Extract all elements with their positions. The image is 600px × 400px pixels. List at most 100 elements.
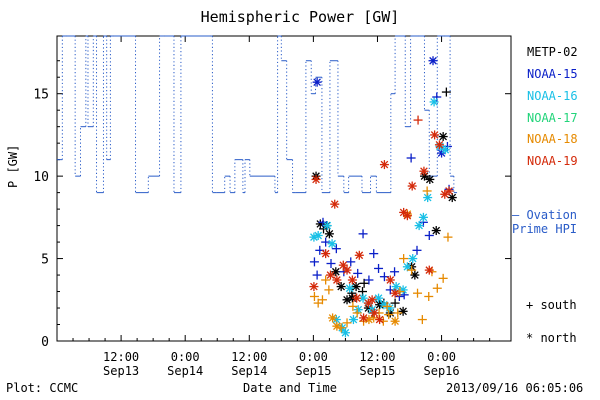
chart-title: Hemispheric Power [GW] xyxy=(200,8,400,26)
x-tick-time-label: 12:00 xyxy=(103,350,139,364)
noaa-15-point xyxy=(312,270,322,280)
x-tick-date-label: Sep15 xyxy=(295,364,331,378)
noaa-15-point xyxy=(374,263,384,273)
noaa-19-point xyxy=(354,250,364,260)
noaa-19-point xyxy=(379,160,389,170)
noaa-19-point xyxy=(407,181,417,191)
noaa-19-point xyxy=(385,275,395,285)
legend-ovation-line1: — Ovation xyxy=(512,208,578,222)
y-tick-label: 0 xyxy=(41,335,49,350)
noaa-16-point xyxy=(408,254,418,264)
y-tick-label: 15 xyxy=(33,88,49,103)
noaa-15-point xyxy=(312,77,322,87)
noaa-18-point xyxy=(328,313,338,323)
noaa-19-point xyxy=(434,140,444,150)
x-tick-time-label: 12:00 xyxy=(231,350,267,364)
noaa-18-point xyxy=(424,291,434,301)
noaa-19-point xyxy=(444,186,454,196)
noaa-18-point xyxy=(342,318,352,328)
noaa-19-point xyxy=(390,288,400,298)
legend-item-noaa-15: NOAA-15 xyxy=(527,67,578,81)
metp-02-point xyxy=(390,298,400,308)
legend-item-metp-02: METP-02 xyxy=(527,45,578,59)
noaa-19-point xyxy=(352,293,362,303)
metp-02-point xyxy=(410,270,420,280)
noaa-18-point xyxy=(393,308,403,318)
noaa-19-point xyxy=(321,249,331,259)
x-tick-date-label: Sep14 xyxy=(231,364,267,378)
noaa-15-point xyxy=(321,237,331,247)
noaa-19-point xyxy=(325,270,335,280)
noaa-15-point xyxy=(364,275,374,285)
noaa-19-point xyxy=(413,115,423,125)
legend-north-marker: * north xyxy=(526,331,577,345)
noaa-18-point xyxy=(432,283,442,293)
legend-item-noaa-18: NOAA-18 xyxy=(527,132,578,146)
noaa-16-point xyxy=(340,328,350,338)
noaa-16-point xyxy=(418,212,428,222)
noaa-18-point xyxy=(317,295,327,305)
noaa-18-point xyxy=(390,316,400,326)
legend-item-noaa-19: NOAA-19 xyxy=(527,154,578,168)
noaa-15-point xyxy=(346,257,356,267)
noaa-15-point xyxy=(428,56,438,66)
noaa-18-point xyxy=(438,273,448,283)
metp-02-point xyxy=(438,132,448,142)
noaa-15-point xyxy=(358,229,368,239)
metp-02-point xyxy=(441,87,451,97)
noaa-16-point xyxy=(440,145,450,155)
noaa-18-point xyxy=(309,291,319,301)
noaa-19-point xyxy=(424,265,434,275)
x-tick-date-label: Sep16 xyxy=(424,364,460,378)
noaa-15-point xyxy=(331,244,341,254)
noaa-19-point xyxy=(347,275,357,285)
noaa-18-point xyxy=(336,323,346,333)
noaa-19-point xyxy=(311,174,321,184)
metp-02-point xyxy=(431,226,441,236)
noaa-19-point xyxy=(419,166,429,176)
noaa-18-point xyxy=(384,310,394,320)
noaa-19-point xyxy=(309,282,319,292)
noaa-16-point xyxy=(402,262,412,272)
noaa-19-point xyxy=(342,265,352,275)
noaa-16-point xyxy=(429,97,439,107)
noaa-18-point xyxy=(413,288,423,298)
noaa-18-point xyxy=(399,254,409,264)
noaa-16-point xyxy=(322,221,332,231)
noaa-18-point xyxy=(443,232,453,242)
noaa-18-point xyxy=(321,275,331,285)
noaa-16-point xyxy=(391,282,401,292)
noaa-18-point xyxy=(348,301,358,311)
plot-timestamp: 2013/09/16 06:05:06 xyxy=(446,381,584,395)
noaa-18-point xyxy=(417,315,427,325)
noaa-19-point xyxy=(338,260,348,270)
legend-south-marker: + south xyxy=(526,298,577,312)
noaa-15-point xyxy=(406,153,416,163)
x-tick-date-label: Sep15 xyxy=(359,364,395,378)
x-tick-date-label: Sep13 xyxy=(103,364,139,378)
metp-02-point xyxy=(447,193,457,203)
noaa-18-point xyxy=(332,321,342,331)
metp-02-point xyxy=(359,278,369,288)
noaa-15-point xyxy=(309,257,319,267)
metp-02-point xyxy=(324,229,334,239)
y-tick-label: 10 xyxy=(33,170,49,185)
plot-frame xyxy=(56,35,512,342)
legend-item-noaa-17: NOAA-17 xyxy=(527,111,578,125)
noaa-19-point xyxy=(332,275,342,285)
metp-02-point xyxy=(331,267,341,277)
noaa-16-point xyxy=(348,315,358,325)
legend-ovation: — Ovation Prime HPI xyxy=(512,208,577,236)
x-tick-time-label: 0:00 xyxy=(299,350,328,364)
plot-credit: Plot: CCMC xyxy=(6,381,79,395)
legend-ovation-line2: Prime HPI xyxy=(512,222,578,236)
y-axis-label: P [GW] xyxy=(6,144,20,188)
noaa-19-point xyxy=(359,313,369,323)
x-axis-label: Date and Time xyxy=(243,381,337,395)
noaa-19-point xyxy=(375,315,385,325)
noaa-18-point xyxy=(324,285,334,295)
noaa-19-point xyxy=(369,308,379,318)
noaa-15-point xyxy=(412,245,422,255)
metp-02-point xyxy=(336,282,346,292)
